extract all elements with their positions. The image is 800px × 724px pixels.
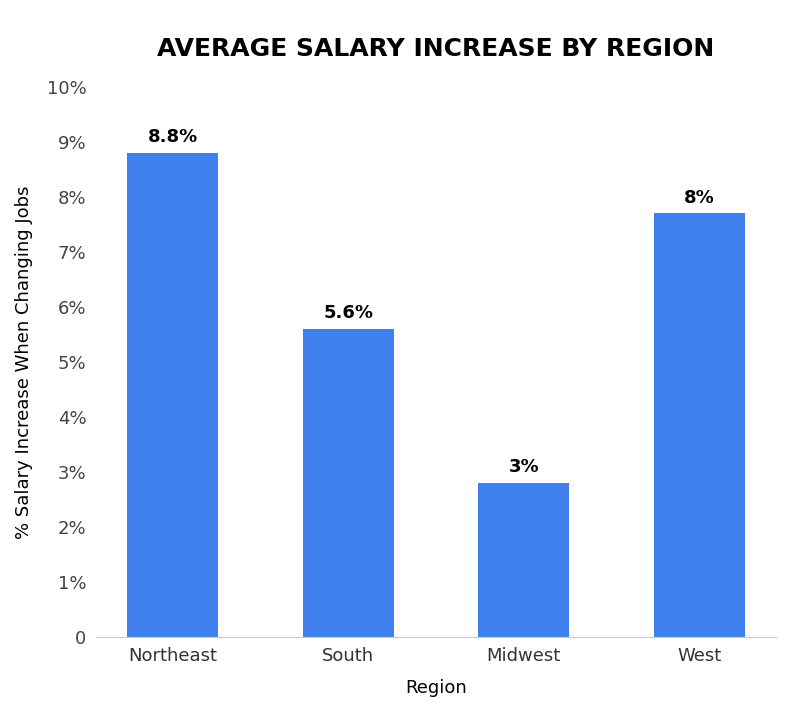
Text: 5.6%: 5.6% xyxy=(323,304,373,322)
Bar xyxy=(478,483,570,637)
Bar xyxy=(654,214,745,637)
Title: AVERAGE SALARY INCREASE BY REGION: AVERAGE SALARY INCREASE BY REGION xyxy=(158,38,714,62)
Bar xyxy=(127,153,218,637)
X-axis label: Region: Region xyxy=(405,678,467,696)
Y-axis label: % Salary Increase When Changing Jobs: % Salary Increase When Changing Jobs xyxy=(14,185,33,539)
Text: 8%: 8% xyxy=(684,189,715,207)
Bar xyxy=(302,329,394,637)
Text: 8.8%: 8.8% xyxy=(147,128,198,146)
Text: 3%: 3% xyxy=(509,458,539,476)
